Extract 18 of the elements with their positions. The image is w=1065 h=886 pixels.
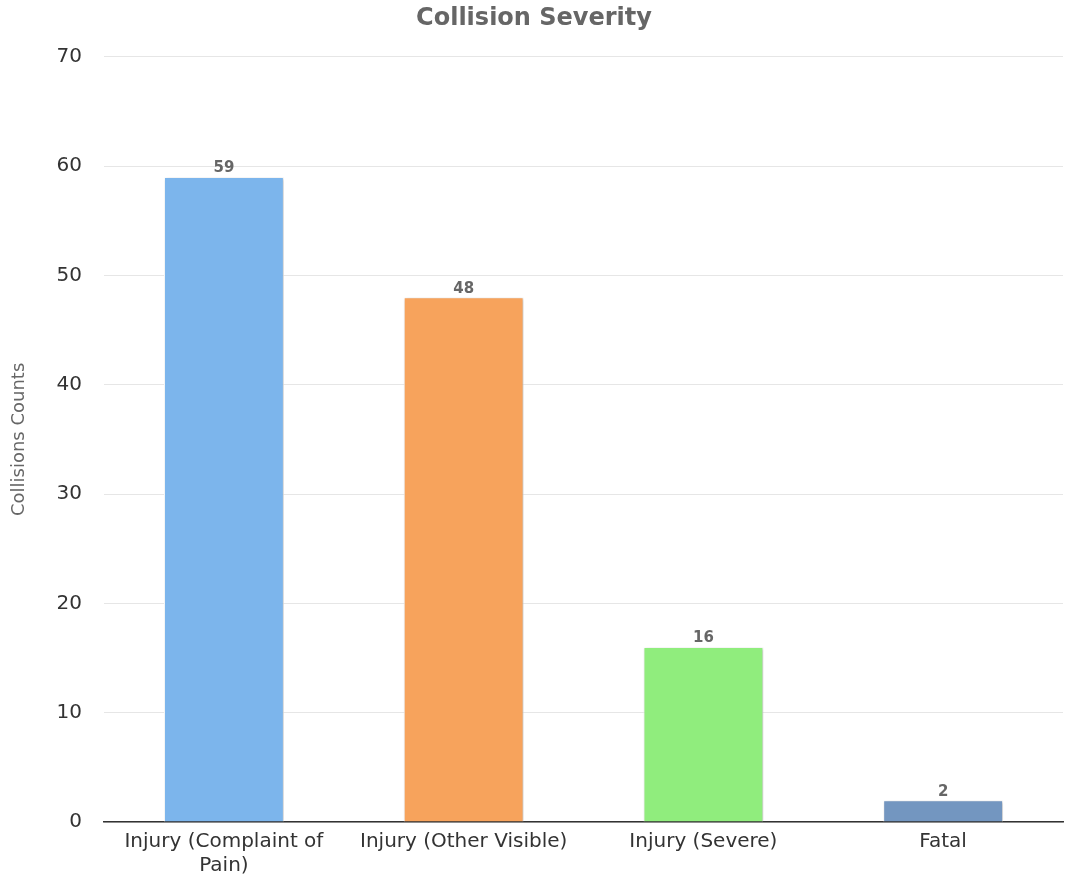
y-tick-label: 20 — [56, 589, 83, 614]
x-tick-label: Injury (Complaint of Pain) — [124, 828, 325, 877]
data-label: 16 — [692, 628, 714, 647]
data-label: 59 — [213, 158, 235, 177]
chart-title: Collision Severity — [416, 2, 653, 31]
data-label: 2 — [937, 781, 949, 800]
y-tick-label: 30 — [56, 480, 83, 505]
data-label: 48 — [453, 278, 475, 297]
x-tick-label: Fatal — [919, 828, 967, 853]
y-tick-label: 10 — [56, 698, 83, 723]
y-tick-label: 50 — [56, 261, 83, 286]
y-tick-label: 0 — [69, 808, 83, 833]
y-axis-title: Collisions Counts — [7, 362, 29, 517]
y-tick-label: 40 — [56, 370, 83, 395]
y-tick-label: 60 — [56, 152, 83, 177]
y-tick-label: 70 — [56, 43, 83, 67]
x-tick-label: Injury (Severe) — [629, 828, 778, 853]
x-tick-label: Injury (Other Visible) — [360, 828, 568, 853]
